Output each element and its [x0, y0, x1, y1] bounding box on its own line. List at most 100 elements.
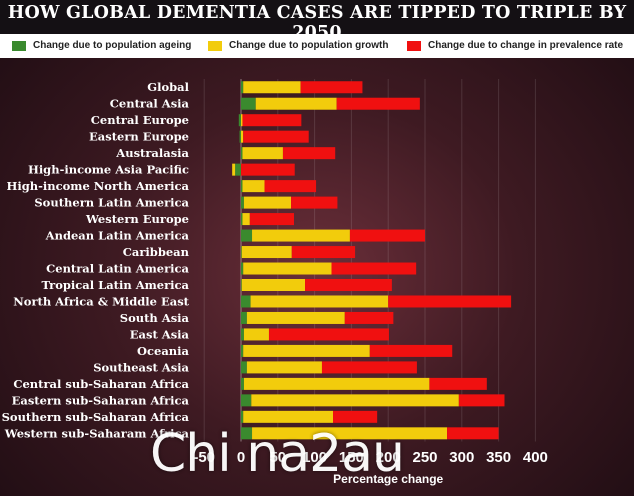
legend-label-ageing: Change due to population ageing: [33, 40, 192, 51]
bar-segment-growth: [241, 130, 244, 143]
bar-segment-growth: [255, 97, 337, 110]
bar-segment-prevalence: [282, 147, 336, 160]
bar-segment-ageing: [241, 262, 244, 275]
bar-segment-growth: [243, 81, 301, 94]
legend: Change due to population ageing Change d…: [0, 34, 634, 58]
bar-segment-prevalence: [300, 81, 363, 94]
bar-segment-growth: [232, 163, 236, 176]
bar-segment-growth: [246, 361, 322, 374]
category-label: Western sub-Saharam Africa: [4, 426, 190, 440]
category-label: Australasia: [115, 146, 189, 160]
bar-segment-ageing: [241, 180, 243, 193]
bar-segment-ageing: [235, 163, 241, 176]
bar-chart: Global Central Asia Central Europe Eastern …: [2, 79, 548, 486]
x-tick-label: 0: [237, 449, 245, 466]
category-labels: Global Central Asia Central Europe Eastern …: [2, 80, 190, 440]
category-label: Eastern sub-Saharan Africa: [12, 393, 190, 407]
x-axis-label: Percentage change: [333, 472, 443, 486]
bar-segment-growth: [243, 377, 430, 390]
bar-segment-prevalence: [458, 394, 505, 407]
bar-segment-ageing: [241, 279, 242, 291]
legend-swatch-prevalence: [407, 40, 421, 51]
bar-segment-prevalence: [336, 97, 420, 110]
bar-segment-ageing: [241, 328, 244, 341]
category-label: Tropical Latin America: [41, 278, 189, 292]
legend-label-prevalence: Change due to change in prevalence rate: [428, 40, 624, 51]
bar-segment-growth: [241, 279, 306, 291]
bar-segment-prevalence: [369, 344, 453, 357]
category-label: Southern Latin America: [34, 196, 189, 210]
x-tick-labels: -50 0 50 100 150 200 250 300 350 400: [193, 449, 548, 466]
category-label: Southern sub-Saharan Africa: [2, 410, 190, 424]
bar-segment-ageing: [241, 394, 252, 407]
category-label: Andean Latin America: [45, 229, 190, 243]
bar-segment-ageing: [241, 97, 256, 110]
x-tick-label: 250: [412, 449, 437, 466]
bar-segment-ageing: [241, 295, 251, 308]
bar-segment-prevalence: [344, 311, 394, 324]
category-label: East Asia: [130, 327, 190, 341]
x-tick-label: 50: [269, 449, 286, 466]
bar-segment-prevalence: [268, 328, 389, 341]
category-label: Central Europe: [91, 113, 189, 127]
bar-segment-ageing: [241, 311, 247, 324]
bar-segment-ageing: [241, 344, 244, 357]
legend-label-growth: Change due to population growth: [229, 40, 389, 51]
legend-item-growth: Change due to population growth: [208, 40, 388, 51]
category-label: Western Europe: [85, 212, 189, 226]
bar-segment-ageing: [239, 130, 241, 143]
bar-segment-growth: [243, 328, 269, 341]
bar-segment-prevalence: [447, 427, 499, 440]
bars: [232, 81, 512, 440]
bar-segment-growth: [243, 410, 333, 423]
legend-item-prevalence: Change due to change in prevalence rate: [407, 40, 623, 51]
x-tick-label: 100: [302, 449, 327, 466]
bar-segment-prevalence: [429, 377, 487, 390]
category-label: Central sub-Saharan Africa: [13, 377, 189, 391]
bar-segment-growth: [242, 213, 250, 226]
category-label: Oceania: [137, 344, 190, 358]
category-label: High-income Asia Pacific: [28, 163, 189, 177]
bar-segment-prevalence: [305, 279, 392, 291]
bar-segment-ageing: [241, 377, 244, 390]
bar-segment-prevalence: [249, 213, 294, 226]
bar-segment-growth: [241, 114, 243, 127]
category-label: South Asia: [120, 311, 190, 325]
category-label: North Africa & Middle East: [13, 294, 189, 308]
bar-segment-prevalence: [331, 262, 417, 275]
bar-segment-growth: [241, 246, 292, 259]
bar-segment-ageing: [241, 427, 253, 440]
bar-segment-growth: [242, 180, 265, 193]
bar-segment-prevalence: [349, 229, 425, 242]
bar-segment-growth: [252, 427, 448, 440]
x-tick-label: 300: [449, 449, 474, 466]
bar-segment-growth: [251, 394, 459, 407]
bar-segment-growth: [250, 295, 389, 308]
bar-segment-ageing: [241, 410, 244, 423]
bar-segment-growth: [243, 262, 332, 275]
bar-segment-ageing: [241, 81, 244, 94]
bar-segment-prevalence: [321, 361, 417, 374]
x-tick-label: 150: [339, 449, 364, 466]
x-tick-label: 400: [523, 449, 548, 466]
bar-segment-growth: [242, 147, 283, 160]
x-tick-label: -50: [193, 449, 215, 466]
category-label: Southeast Asia: [93, 360, 189, 374]
bar-segment-prevalence: [242, 114, 302, 127]
legend-swatch-growth: [208, 40, 222, 51]
category-label: Eastern Europe: [89, 130, 189, 144]
bar-segment-prevalence: [388, 295, 512, 308]
bar-segment-ageing: [241, 147, 243, 160]
x-tick-label: 200: [376, 449, 401, 466]
legend-item-ageing: Change due to population ageing: [12, 40, 191, 51]
bar-segment-prevalence: [243, 130, 309, 143]
bar-segment-prevalence: [333, 410, 378, 423]
category-label: High-income North America: [6, 179, 189, 193]
bar-segment-growth: [243, 344, 370, 357]
bar-segment-growth: [252, 229, 350, 242]
category-label: Caribbean: [123, 245, 190, 259]
category-label: Global: [147, 80, 189, 94]
watermark: Chi na2au: [150, 424, 405, 484]
bar-segment-prevalence: [264, 180, 317, 193]
bar-segment-prevalence: [291, 196, 338, 209]
